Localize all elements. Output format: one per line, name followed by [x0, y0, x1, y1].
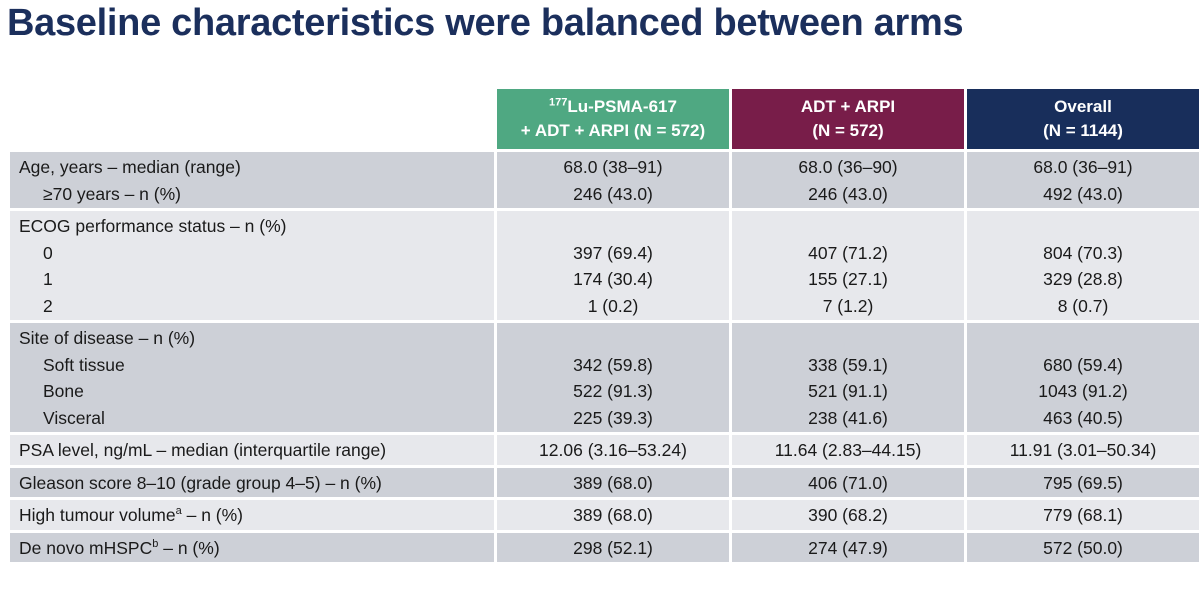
row-label: Soft tissue	[43, 354, 125, 375]
cell-value: 246 (43.0)	[808, 183, 888, 204]
cell-value: 7 (1.2)	[822, 295, 874, 316]
cell-value: 68.0 (36–90)	[798, 157, 898, 177]
table-row: High tumour volumea – n (%) 389 (68.0) 390…	[10, 500, 1199, 530]
cell-value	[741, 213, 955, 240]
header-lu-psma-arm: 177Lu-PSMA-617 + ADT + ARPI (N = 572)	[497, 89, 729, 149]
row-label: High tumour volumea – n (%)	[19, 505, 244, 525]
value-cell: 11.91 (3.01–50.34)	[967, 435, 1199, 465]
table-row: Gleason score 8–10 (grade group 4–5) – n…	[10, 467, 1199, 497]
row-label: Visceral	[43, 407, 105, 428]
row-label: Bone	[43, 381, 84, 401]
row-label-cell: ECOG performance status – n (%) 0 1 2	[10, 211, 494, 320]
value-cell: 12.06 (3.16–53.24)	[497, 435, 729, 465]
value-cell: 389 (68.0)	[497, 500, 729, 530]
value-cell: 572 (50.0)	[967, 532, 1199, 562]
cell-value: 521 (91.1)	[808, 381, 888, 401]
table-row: Site of disease – n (%) Soft tissue Bone Vi…	[10, 323, 1199, 432]
value-cell: 407 (71.2) 155 (27.1) 7 (1.2)	[732, 211, 964, 320]
value-cell: 406 (71.0)	[732, 467, 964, 497]
cell-value: 238 (41.6)	[808, 407, 888, 428]
cell-value	[506, 213, 720, 240]
cell-value: 68.0 (36–91)	[1033, 157, 1133, 177]
page-title: Baseline characteristics were balanced b…	[7, 2, 964, 44]
cell-value: 1 (0.2)	[587, 295, 639, 316]
cell-value: 274 (47.9)	[808, 537, 888, 558]
row-label: PSA level, ng/mL – median (interquartile…	[19, 440, 387, 460]
cell-value: 492 (43.0)	[1043, 183, 1123, 204]
row-label: ECOG performance status – n (%)	[19, 216, 287, 236]
row-label: ≥70 years – n (%)	[43, 183, 181, 204]
value-cell: 804 (70.3) 329 (28.8) 8 (0.7)	[967, 211, 1199, 320]
cell-value: 12.06 (3.16–53.24)	[539, 440, 687, 460]
cell-value: 155 (27.1)	[808, 269, 888, 289]
cell-value: 329 (28.8)	[1043, 269, 1123, 289]
value-cell: 680 (59.4) 1043 (91.2) 463 (40.5)	[967, 323, 1199, 432]
cell-value: 389 (68.0)	[573, 505, 653, 525]
cell-value: 68.0 (38–91)	[563, 157, 663, 177]
cell-value: 407 (71.2)	[808, 242, 888, 263]
header-overall: Overall (N = 1144)	[967, 89, 1199, 149]
value-cell: 68.0 (36–91) 492 (43.0)	[967, 152, 1199, 208]
cell-value: 8 (0.7)	[1057, 295, 1109, 316]
value-cell: 68.0 (36–90) 246 (43.0)	[732, 152, 964, 208]
value-cell: 390 (68.2)	[732, 500, 964, 530]
value-cell: 274 (47.9)	[732, 532, 964, 562]
table-row: PSA level, ng/mL – median (interquartile…	[10, 435, 1199, 465]
row-label: 2	[43, 295, 53, 316]
value-cell: 298 (52.1)	[497, 532, 729, 562]
row-label: Site of disease – n (%)	[19, 328, 196, 348]
row-label: Age, years – median (range)	[19, 157, 241, 177]
cell-value: 338 (59.1)	[808, 354, 888, 375]
row-label: 1	[43, 269, 53, 289]
row-label-cell: Age, years – median (range) ≥70 years – n…	[10, 152, 494, 208]
cell-value: 397 (69.4)	[573, 242, 653, 263]
cell-value: 795 (69.5)	[1043, 472, 1123, 493]
row-label-cell: Site of disease – n (%) Soft tissue Bone Vi…	[10, 323, 494, 432]
cell-value: 1043 (91.2)	[1038, 381, 1128, 401]
row-label: Gleason score 8–10 (grade group 4–5) – n…	[19, 472, 382, 493]
value-cell: 68.0 (38–91) 246 (43.0)	[497, 152, 729, 208]
cell-value: 390 (68.2)	[808, 505, 888, 525]
cell-value: 572 (50.0)	[1043, 537, 1123, 558]
value-cell: 11.64 (2.83–44.15)	[732, 435, 964, 465]
cell-value: 522 (91.3)	[573, 381, 653, 401]
cell-value	[741, 325, 955, 352]
table-row: Age, years – median (range) ≥70 years – n…	[10, 152, 1199, 208]
cell-value: 225 (39.3)	[573, 407, 653, 428]
table-row: ECOG performance status – n (%) 0 1 2 397 (…	[10, 211, 1199, 320]
cell-value: 779 (68.1)	[1043, 505, 1123, 525]
cell-value	[506, 325, 720, 352]
row-label: 0	[43, 242, 53, 263]
cell-value: 463 (40.5)	[1043, 407, 1123, 428]
row-label-cell: Gleason score 8–10 (grade group 4–5) – n…	[10, 467, 494, 497]
table-header-row: 177Lu-PSMA-617 + ADT + ARPI (N = 572) AD…	[10, 89, 1199, 149]
cell-value	[976, 213, 1190, 240]
cell-value: 406 (71.0)	[808, 472, 888, 493]
cell-value: 11.91 (3.01–50.34)	[1009, 440, 1157, 460]
value-cell: 397 (69.4) 174 (30.4) 1 (0.2)	[497, 211, 729, 320]
cell-value: 11.64 (2.83–44.15)	[774, 440, 922, 460]
baseline-table: 177Lu-PSMA-617 + ADT + ARPI (N = 572) AD…	[7, 86, 1200, 565]
row-label: De novo mHSPCb – n (%)	[19, 537, 220, 558]
header-blank	[10, 89, 494, 149]
cell-value: 680 (59.4)	[1043, 354, 1123, 375]
value-cell: 795 (69.5)	[967, 467, 1199, 497]
value-cell: 338 (59.1) 521 (91.1) 238 (41.6)	[732, 323, 964, 432]
value-cell: 389 (68.0)	[497, 467, 729, 497]
cell-value: 246 (43.0)	[573, 183, 653, 204]
cell-value: 298 (52.1)	[573, 537, 653, 558]
row-label-cell: PSA level, ng/mL – median (interquartile…	[10, 435, 494, 465]
header-adt-arpi-arm: ADT + ARPI (N = 572)	[732, 89, 964, 149]
cell-value: 342 (59.8)	[573, 354, 653, 375]
cell-value: 174 (30.4)	[573, 269, 653, 289]
cell-value	[976, 325, 1190, 352]
value-cell: 779 (68.1)	[967, 500, 1199, 530]
row-label-cell: High tumour volumea – n (%)	[10, 500, 494, 530]
cell-value: 804 (70.3)	[1043, 242, 1123, 263]
table-row: De novo mHSPCb – n (%) 298 (52.1) 274 (47.…	[10, 532, 1199, 562]
row-label-cell: De novo mHSPCb – n (%)	[10, 532, 494, 562]
cell-value: 389 (68.0)	[573, 472, 653, 493]
value-cell: 342 (59.8) 522 (91.3) 225 (39.3)	[497, 323, 729, 432]
